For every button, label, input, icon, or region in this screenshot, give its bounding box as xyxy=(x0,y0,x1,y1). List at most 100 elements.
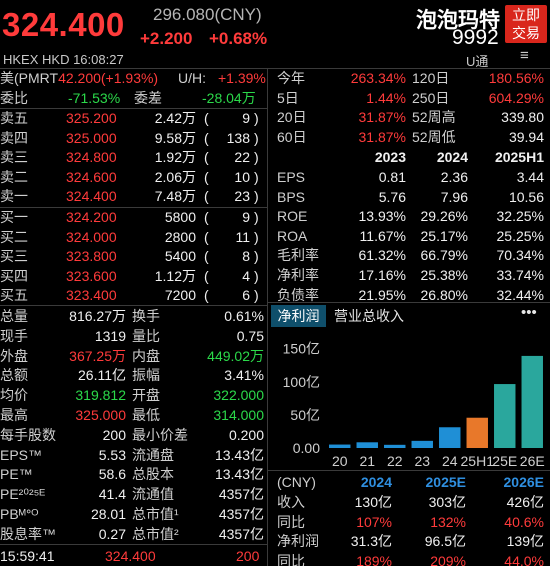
divider xyxy=(0,68,550,69)
stat-value: 325.000 xyxy=(75,407,126,423)
perf-label: 52周低 xyxy=(412,128,456,145)
fin-value: 3.44 xyxy=(516,169,544,185)
book-paren-open: ( xyxy=(204,129,209,146)
y-tick-label: 100亿 xyxy=(283,374,320,390)
stat-value: 13.43亿 xyxy=(214,466,264,483)
stat-label: 总市值¹ xyxy=(132,506,179,522)
stat-value: 4357亿 xyxy=(218,486,264,503)
stat-value: 200 xyxy=(102,426,126,443)
stat-label: 均价 xyxy=(0,387,28,404)
perf-label: 5日 xyxy=(277,89,299,106)
stat-label: 量比 xyxy=(132,327,160,344)
fin-value: 21.95% xyxy=(358,286,406,303)
book-level-price: 325.200 xyxy=(66,110,117,126)
perf-label: 250日 xyxy=(412,89,450,106)
perf-value: 180.56% xyxy=(488,70,544,86)
divider xyxy=(0,305,267,306)
stat-value: 4357亿 xyxy=(218,506,264,522)
book-paren-open: ( xyxy=(204,228,209,245)
perf-value: 339.80 xyxy=(501,109,544,125)
book-level-volume: 5400 xyxy=(164,248,196,265)
book-level-label: 买一 xyxy=(0,209,28,225)
fin-value: 25.17% xyxy=(420,227,468,244)
fin-value: 7.96 xyxy=(440,188,468,205)
order-ratio-label: 委比 xyxy=(0,90,28,106)
trade-button-line2: 交易 xyxy=(512,25,540,41)
u-tong-label[interactable]: U通 xyxy=(466,54,489,69)
divider xyxy=(268,470,550,471)
last-price: 324.400 xyxy=(2,6,125,43)
stat-value: 58.6 xyxy=(98,466,126,483)
forecast-value: 132% xyxy=(430,513,466,530)
stat-label: 最低 xyxy=(132,407,160,423)
book-level-price: 324.000 xyxy=(66,228,117,245)
stat-label: 流通盘 xyxy=(132,446,174,463)
stat-value: 367.25万 xyxy=(69,347,126,364)
tab-net-profit[interactable]: 净利润 xyxy=(271,305,326,327)
x-tick-label: 24 xyxy=(442,453,458,469)
fin-value: 29.26% xyxy=(420,208,468,225)
perf-value: 1.44% xyxy=(366,89,406,106)
more-icon[interactable]: ••• xyxy=(521,304,537,321)
fin-value: 5.76 xyxy=(378,188,406,205)
fin-value: 32.25% xyxy=(496,208,544,225)
book-level-label: 卖一 xyxy=(0,188,28,205)
book-level-volume: 2.42万 xyxy=(154,110,196,126)
stat-label: PE²⁰²⁵ᴱ xyxy=(0,486,46,503)
forecast-value: 189% xyxy=(356,552,392,566)
last-tick-volume: 200 xyxy=(236,548,260,564)
book-level-label: 卖二 xyxy=(0,168,28,185)
divider xyxy=(0,544,267,545)
stat-label: 总量 xyxy=(0,308,28,324)
stat-label: 总额 xyxy=(0,367,28,384)
perf-value: 31.87% xyxy=(358,128,406,145)
book-paren-open: ( xyxy=(204,287,209,304)
forecast-value: 209% xyxy=(430,552,466,566)
book-level-count: 11 xyxy=(235,228,250,245)
stat-value: 41.4 xyxy=(98,486,126,503)
exchange-info: HKEX HKD 16:08:27 xyxy=(3,52,124,67)
book-level-price: 325.000 xyxy=(66,129,117,146)
fin-value: 26.80% xyxy=(420,286,468,303)
stat-value: 0.75 xyxy=(236,327,264,344)
last-tick-price: 324.400 xyxy=(105,548,156,564)
x-tick-label: 22 xyxy=(387,453,403,469)
price-change: +2.200 xyxy=(140,29,193,48)
bar-22 xyxy=(384,444,406,448)
book-level-label: 卖五 xyxy=(0,110,28,126)
book-paren-close: ) xyxy=(254,209,259,225)
perf-label: 60日 xyxy=(277,128,307,145)
forecast-header: 2025E xyxy=(425,474,466,490)
book-level-volume: 9.58万 xyxy=(154,129,196,146)
stat-label: 振幅 xyxy=(132,367,160,384)
uh-value: +1.39% xyxy=(218,70,266,86)
menu-icon[interactable]: ≡ xyxy=(520,47,529,64)
x-tick-label: 26E xyxy=(520,453,545,469)
fin-value: 11.67% xyxy=(359,227,406,244)
order-ratio-value: -71.53% xyxy=(68,90,121,106)
stat-value: 0.200 xyxy=(228,426,264,443)
stat-label: PE™ xyxy=(0,466,33,483)
forecast-value: 40.6% xyxy=(504,513,544,530)
stat-label: 开盘 xyxy=(132,387,160,404)
book-paren-open: ( xyxy=(204,267,209,284)
stat-label: PBᴹᐤᴼ xyxy=(0,506,39,522)
stat-label: EPS™ xyxy=(0,446,43,463)
bar-23 xyxy=(411,440,433,448)
stat-value: 3.41% xyxy=(224,367,264,384)
tab-total-revenue[interactable]: 营业总收入 xyxy=(334,308,404,324)
fin-value: 2.36 xyxy=(440,169,468,185)
bar-24 xyxy=(439,427,461,448)
stat-value: 26.11亿 xyxy=(78,367,126,384)
perf-value: 604.29% xyxy=(488,89,544,106)
trade-now-button[interactable]: 立即 交易 xyxy=(505,5,547,43)
stat-value: 4357亿 xyxy=(218,525,264,542)
divider xyxy=(0,108,267,109)
book-level-volume: 2800 xyxy=(164,228,196,245)
divider xyxy=(268,302,550,303)
us-row: 美(PMRT42.200(+1.93%) xyxy=(0,69,158,87)
reference-price-cny: 296.080(CNY) xyxy=(153,5,262,24)
book-paren-close: ) xyxy=(254,248,259,265)
book-paren-open: ( xyxy=(204,209,209,225)
stat-value: 449.02万 xyxy=(207,347,264,364)
